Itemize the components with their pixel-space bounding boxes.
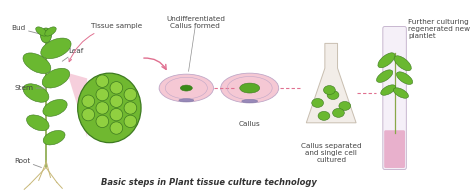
Text: Bud: Bud — [11, 25, 46, 36]
Ellipse shape — [110, 122, 123, 134]
Ellipse shape — [318, 111, 330, 120]
Ellipse shape — [220, 84, 279, 95]
Ellipse shape — [376, 70, 393, 82]
Ellipse shape — [42, 68, 70, 88]
Ellipse shape — [41, 38, 71, 59]
Ellipse shape — [45, 27, 56, 36]
Ellipse shape — [43, 99, 67, 116]
Polygon shape — [66, 68, 87, 137]
Polygon shape — [306, 43, 356, 123]
Ellipse shape — [43, 130, 65, 145]
Text: Leaf: Leaf — [62, 48, 84, 61]
Text: Basic steps in Plant tissue culture technology: Basic steps in Plant tissue culture tech… — [101, 178, 317, 187]
FancyBboxPatch shape — [384, 130, 405, 168]
Ellipse shape — [41, 28, 51, 43]
Text: Tissue sample: Tissue sample — [69, 24, 143, 62]
Text: Undifferentiated
Callus formed: Undifferentiated Callus formed — [166, 16, 225, 29]
Ellipse shape — [324, 85, 335, 95]
Ellipse shape — [221, 73, 279, 103]
Ellipse shape — [242, 100, 258, 103]
Text: Root: Root — [14, 157, 41, 168]
Ellipse shape — [312, 98, 324, 108]
Ellipse shape — [23, 84, 49, 102]
Ellipse shape — [110, 82, 123, 94]
Ellipse shape — [96, 102, 109, 114]
Ellipse shape — [240, 83, 260, 93]
Ellipse shape — [158, 84, 214, 94]
Ellipse shape — [396, 72, 413, 84]
Text: Callus separated
and single cell
cultured: Callus separated and single cell culture… — [301, 143, 362, 163]
FancyBboxPatch shape — [383, 26, 406, 169]
Ellipse shape — [159, 74, 213, 102]
Ellipse shape — [124, 102, 137, 114]
Ellipse shape — [36, 27, 47, 36]
Ellipse shape — [27, 115, 49, 131]
Ellipse shape — [96, 115, 109, 128]
Ellipse shape — [179, 99, 194, 102]
Ellipse shape — [124, 88, 137, 101]
Ellipse shape — [96, 88, 109, 101]
Text: Callus: Callus — [239, 121, 261, 127]
Ellipse shape — [82, 108, 95, 121]
Ellipse shape — [110, 108, 123, 121]
Ellipse shape — [96, 75, 109, 87]
Ellipse shape — [378, 53, 395, 68]
Ellipse shape — [110, 95, 123, 108]
Ellipse shape — [381, 85, 396, 95]
Ellipse shape — [394, 56, 411, 71]
Ellipse shape — [124, 115, 137, 128]
Text: Further culturing
regenerated new
plantlet: Further culturing regenerated new plantl… — [408, 19, 470, 39]
Text: Stem: Stem — [14, 85, 46, 91]
Ellipse shape — [327, 91, 339, 99]
Ellipse shape — [23, 53, 51, 74]
Ellipse shape — [333, 108, 344, 117]
Ellipse shape — [393, 88, 409, 98]
Ellipse shape — [339, 102, 351, 110]
Ellipse shape — [78, 73, 141, 143]
Ellipse shape — [180, 85, 192, 91]
Ellipse shape — [82, 95, 95, 108]
